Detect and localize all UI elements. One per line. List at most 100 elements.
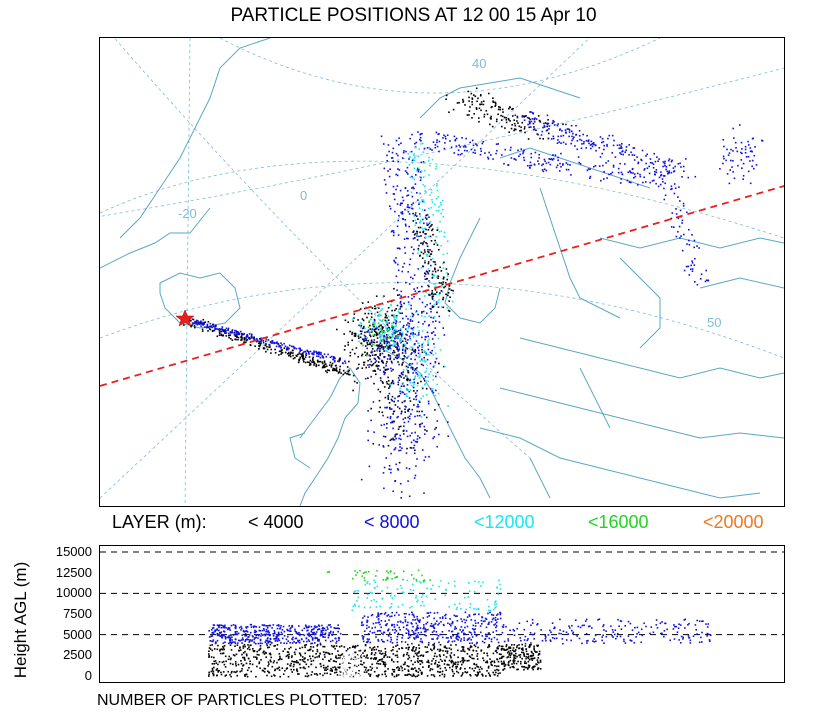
map-particle bbox=[670, 188, 672, 191]
map-particle bbox=[375, 360, 378, 362]
map-particle bbox=[434, 167, 437, 170]
height-particle bbox=[407, 629, 409, 631]
map-particle bbox=[543, 125, 546, 127]
map-particle bbox=[400, 303, 403, 306]
map-particle bbox=[311, 361, 313, 363]
height-particle bbox=[433, 630, 435, 632]
map-particle bbox=[573, 136, 575, 138]
map-particle bbox=[413, 187, 415, 190]
map-particle bbox=[554, 154, 557, 156]
height-particle bbox=[267, 642, 269, 644]
map-particle bbox=[608, 173, 610, 176]
height-particle bbox=[460, 675, 463, 677]
map-particle bbox=[230, 332, 232, 334]
height-particle bbox=[406, 653, 408, 656]
map-particle bbox=[427, 380, 430, 383]
map-particle bbox=[733, 137, 735, 139]
map-particle bbox=[595, 144, 597, 147]
map-particle bbox=[401, 157, 404, 159]
height-particle bbox=[444, 645, 446, 648]
height-particle bbox=[432, 638, 434, 640]
height-particle bbox=[211, 667, 214, 670]
map-particle bbox=[399, 329, 402, 332]
map-particle bbox=[463, 149, 466, 152]
map-particle bbox=[722, 162, 724, 165]
map-particle bbox=[295, 347, 298, 350]
height-particle bbox=[283, 635, 286, 637]
height-particle bbox=[316, 639, 319, 642]
map-particle bbox=[546, 129, 549, 131]
map-particle bbox=[422, 395, 425, 397]
height-particle bbox=[311, 632, 314, 634]
height-particle bbox=[231, 670, 233, 673]
map-particle bbox=[444, 135, 447, 138]
map-particle bbox=[422, 231, 424, 234]
map-particle bbox=[392, 336, 394, 339]
height-particle bbox=[214, 660, 217, 662]
height-particle bbox=[359, 665, 361, 667]
height-particle bbox=[208, 653, 210, 655]
height-particle bbox=[455, 667, 458, 670]
height-particle bbox=[612, 636, 614, 638]
map-particle bbox=[422, 364, 425, 367]
height-particle bbox=[342, 672, 344, 674]
height-particle bbox=[537, 657, 540, 659]
height-particle bbox=[383, 662, 385, 664]
height-particle bbox=[446, 647, 448, 650]
height-particle bbox=[316, 626, 318, 628]
height-particle bbox=[401, 667, 403, 669]
height-particle bbox=[354, 651, 357, 654]
map-particle bbox=[260, 339, 263, 342]
map-particle bbox=[749, 150, 752, 153]
map-particle bbox=[430, 370, 432, 373]
height-particle bbox=[523, 639, 526, 641]
map-particle bbox=[529, 121, 531, 124]
map-particle bbox=[732, 127, 734, 130]
height-particle bbox=[339, 670, 342, 673]
height-particle bbox=[347, 669, 350, 672]
height-particle bbox=[406, 665, 409, 667]
map-particle bbox=[364, 312, 366, 315]
height-particle bbox=[512, 661, 515, 663]
height-particle bbox=[521, 657, 523, 660]
map-particle bbox=[433, 274, 436, 276]
height-particle bbox=[329, 624, 331, 626]
height-particle bbox=[431, 638, 433, 640]
map-particle bbox=[413, 178, 416, 181]
map-particle bbox=[376, 327, 378, 329]
graticule-line bbox=[113, 38, 531, 459]
map-particle bbox=[435, 357, 438, 360]
height-particle bbox=[623, 640, 625, 643]
height-particle bbox=[391, 674, 394, 676]
map-particle bbox=[415, 311, 417, 314]
map-particle bbox=[397, 361, 399, 363]
map-particle bbox=[515, 128, 517, 131]
height-particle bbox=[508, 660, 510, 663]
map-particle bbox=[399, 434, 401, 437]
height-particle bbox=[682, 636, 684, 639]
map-particle bbox=[415, 396, 417, 398]
map-particle bbox=[388, 387, 390, 389]
map-particle bbox=[399, 392, 402, 395]
map-particle bbox=[416, 415, 419, 417]
map-particle bbox=[366, 316, 368, 319]
height-particle bbox=[521, 648, 523, 650]
map-particle bbox=[436, 183, 438, 185]
height-particle bbox=[465, 671, 468, 674]
map-particle bbox=[390, 382, 393, 385]
map-particle bbox=[325, 370, 327, 372]
height-particle bbox=[328, 659, 330, 662]
height-particle bbox=[343, 675, 345, 678]
map-particle bbox=[367, 410, 369, 412]
height-particle bbox=[413, 632, 415, 635]
map-particle bbox=[405, 406, 407, 408]
height-particle bbox=[519, 654, 522, 656]
height-particle bbox=[532, 657, 534, 660]
height-particle bbox=[339, 663, 341, 665]
height-particle bbox=[254, 631, 256, 634]
map-particle bbox=[414, 146, 417, 149]
height-particle bbox=[343, 667, 346, 670]
map-particle bbox=[427, 344, 429, 346]
height-particle bbox=[446, 664, 449, 666]
map-particle bbox=[292, 352, 294, 354]
